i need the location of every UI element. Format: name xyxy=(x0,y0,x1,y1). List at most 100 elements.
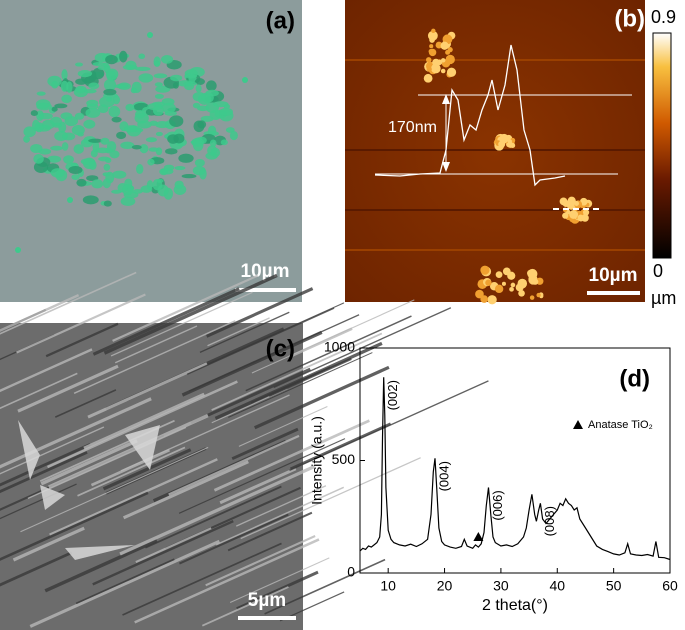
particle xyxy=(35,99,51,109)
particle xyxy=(205,89,219,97)
sem-layer xyxy=(92,519,234,586)
particle xyxy=(190,140,203,145)
sem-layer xyxy=(112,274,259,342)
particle xyxy=(210,147,221,158)
afm-grain xyxy=(428,49,434,54)
particle xyxy=(116,131,127,140)
particle xyxy=(154,93,164,99)
particle xyxy=(103,79,117,91)
sem-layer xyxy=(0,451,88,494)
afm-grain xyxy=(426,66,432,72)
particle xyxy=(100,137,110,145)
afm-grain xyxy=(495,271,503,279)
particle xyxy=(88,82,100,90)
particle xyxy=(170,74,183,82)
afm-grain xyxy=(485,279,492,286)
particle xyxy=(147,32,153,38)
sem-layer xyxy=(289,422,392,470)
y-tick-label: 1000 xyxy=(324,339,355,355)
particle xyxy=(183,81,197,87)
sem-layer xyxy=(122,542,282,616)
particle xyxy=(86,99,99,107)
particle xyxy=(38,112,53,120)
particle xyxy=(74,112,85,120)
sem-layer xyxy=(251,299,415,374)
panel-c-texture xyxy=(0,271,489,628)
afm-grain xyxy=(480,265,490,275)
particle xyxy=(131,81,142,94)
particle xyxy=(135,66,151,72)
sem-layer xyxy=(0,426,105,475)
particle xyxy=(88,160,97,170)
sem-layer xyxy=(264,558,386,615)
sem-layer xyxy=(231,427,299,461)
sem-layer xyxy=(16,293,146,354)
particle xyxy=(30,110,38,117)
particle xyxy=(61,142,69,151)
particle xyxy=(66,81,73,93)
colorbar-min: 0 xyxy=(653,261,663,281)
sem-layer xyxy=(40,439,138,486)
sem-layer xyxy=(236,570,319,611)
sem-layer xyxy=(205,535,316,587)
sem-layer xyxy=(235,485,327,527)
sem-layer xyxy=(49,458,218,536)
particle xyxy=(219,107,234,116)
sem-layer xyxy=(17,364,119,413)
particle xyxy=(194,78,205,86)
particle xyxy=(199,168,207,180)
anatase-marker xyxy=(473,532,484,541)
height-annotation: 170nm xyxy=(388,119,437,136)
scale-bar-label: 5µm xyxy=(248,590,286,611)
sem-layer xyxy=(0,491,149,561)
particle xyxy=(50,168,65,178)
particle xyxy=(229,130,238,141)
sem-layer xyxy=(73,320,236,394)
particle xyxy=(152,179,163,191)
particle xyxy=(120,141,135,150)
x-tick-label: 40 xyxy=(549,578,565,594)
sem-layer xyxy=(134,538,320,624)
afm-grain xyxy=(445,49,451,55)
sem-layer xyxy=(228,352,373,418)
x-tick-label: 30 xyxy=(493,578,509,594)
particle xyxy=(38,148,52,155)
particle xyxy=(109,150,120,159)
afm-grain xyxy=(431,28,436,33)
afm-grain xyxy=(510,282,516,288)
particle xyxy=(194,159,205,167)
sem-layer xyxy=(0,348,93,393)
particle xyxy=(138,53,146,59)
sem-layer xyxy=(0,372,78,410)
sem-layer xyxy=(229,557,330,603)
particle xyxy=(106,97,113,102)
particle xyxy=(220,139,228,146)
particle xyxy=(200,115,214,122)
particle xyxy=(68,166,83,174)
particle xyxy=(113,84,129,89)
arrow-head xyxy=(442,94,450,104)
sem-layer xyxy=(83,392,205,450)
particle xyxy=(33,154,44,164)
particle xyxy=(181,174,197,179)
particle xyxy=(50,116,62,126)
sem-layer xyxy=(245,315,412,392)
afm-grain xyxy=(515,283,524,292)
particle xyxy=(61,132,76,141)
sem-layer xyxy=(178,513,289,565)
arrow-head xyxy=(442,162,450,172)
particle xyxy=(161,55,174,64)
sem-layer xyxy=(254,365,390,430)
sem-layer xyxy=(215,486,345,546)
y-tick-label: 0 xyxy=(347,564,355,580)
particle xyxy=(184,73,198,79)
sem-layer xyxy=(54,389,117,418)
particle xyxy=(112,170,127,179)
particle xyxy=(23,126,36,138)
particle xyxy=(74,62,84,67)
sem-layer xyxy=(0,397,152,469)
afm-grain xyxy=(498,140,506,148)
sem-layer xyxy=(90,448,170,487)
sem-layer xyxy=(135,527,212,564)
particle xyxy=(90,149,98,158)
